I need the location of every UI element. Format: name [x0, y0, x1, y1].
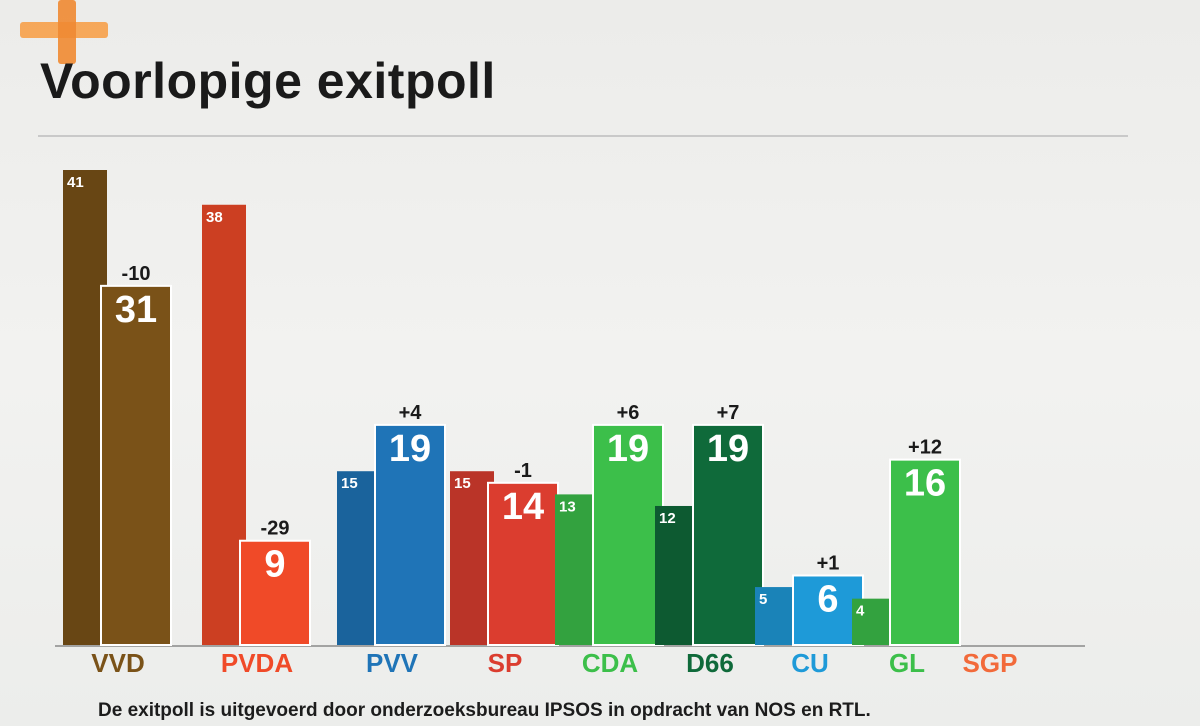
- bar-change-label-d66: +7: [717, 402, 740, 424]
- bar-change-label-pvda: -29: [261, 518, 290, 540]
- bar-previous-pvv: [337, 471, 381, 645]
- category-label-sgp: SGP: [963, 648, 1018, 678]
- bar-previous-label-cu: 5: [759, 591, 767, 608]
- bar-exitpoll-d66: [692, 423, 764, 646]
- bar-previous-vvd: [63, 170, 107, 645]
- footnote: De exitpoll is uitgevoerd door onderzoek…: [98, 700, 871, 721]
- bar-previous-sp: [450, 471, 494, 645]
- bar-change-label-gl: +12: [908, 437, 942, 459]
- bar-previous-label-vvd: 41: [67, 174, 84, 191]
- bar-exitpoll-pvv: [374, 423, 446, 646]
- bar-exitpoll-cda: [592, 423, 664, 646]
- bar-previous-gl: [852, 598, 896, 645]
- category-label-vvd: VVD: [91, 648, 144, 678]
- bar-change-label-sp: -1: [514, 460, 532, 482]
- bar-previous-label-d66: 12: [659, 510, 676, 527]
- bar-previous-label-pvv: 15: [341, 475, 358, 492]
- bar-previous-cu: [755, 587, 799, 645]
- bar-previous-d66: [655, 505, 699, 645]
- bar-previous-label-gl: 4: [856, 603, 865, 620]
- category-label-cu: CU: [791, 648, 829, 678]
- bar-change-label-cda: +6: [617, 402, 640, 424]
- bar-change-label-pvv: +4: [399, 402, 423, 424]
- bar-exitpoll-value-vvd: 31: [115, 289, 157, 331]
- bar-exitpoll-value-d66: 19: [707, 428, 749, 470]
- bar-previous-label-cda: 13: [559, 498, 576, 515]
- bar-previous-label-pvda: 38: [206, 209, 223, 226]
- bar-exitpoll-value-pvda: 9: [264, 544, 285, 586]
- bar-exitpoll-value-pvv: 19: [389, 428, 431, 470]
- bar-previous-label-sp: 15: [454, 475, 471, 492]
- category-label-pvda: PVDA: [221, 648, 293, 678]
- bar-exitpoll-gl: [889, 458, 961, 647]
- bar-exitpoll-value-gl: 16: [904, 463, 946, 505]
- exitpoll-bar-chart: 41 31 -10 VVD 38 9 -29 PVDA 15 19 +4 PVV 15 14 -1 SP 13 1…: [55, 170, 1085, 678]
- bar-exitpoll-value-sp: 14: [502, 486, 544, 528]
- page-title: Voorlopige exitpoll: [40, 53, 496, 109]
- bar-exitpoll-pvda: [239, 539, 311, 646]
- bar-exitpoll-sp: [487, 481, 559, 646]
- bar-previous-pvda: [202, 204, 246, 645]
- category-label-d66: D66: [686, 648, 734, 678]
- title-divider: [38, 135, 1128, 137]
- category-label-cda: CDA: [582, 648, 639, 678]
- bar-previous-cda: [555, 494, 599, 645]
- category-label-sp: SP: [488, 648, 523, 678]
- bar-change-label-vvd: -10: [122, 263, 151, 285]
- bar-change-label-cu: +1: [817, 552, 840, 574]
- logo-plus-vertical: [58, 0, 76, 64]
- bar-exitpoll-value-cda: 19: [607, 428, 649, 470]
- bar-exitpoll-vvd: [100, 284, 172, 646]
- bar-exitpoll-value-cu: 6: [817, 578, 838, 620]
- category-label-gl: GL: [889, 648, 925, 678]
- category-label-pvv: PVV: [366, 648, 419, 678]
- broadcaster-logo: [20, 0, 110, 70]
